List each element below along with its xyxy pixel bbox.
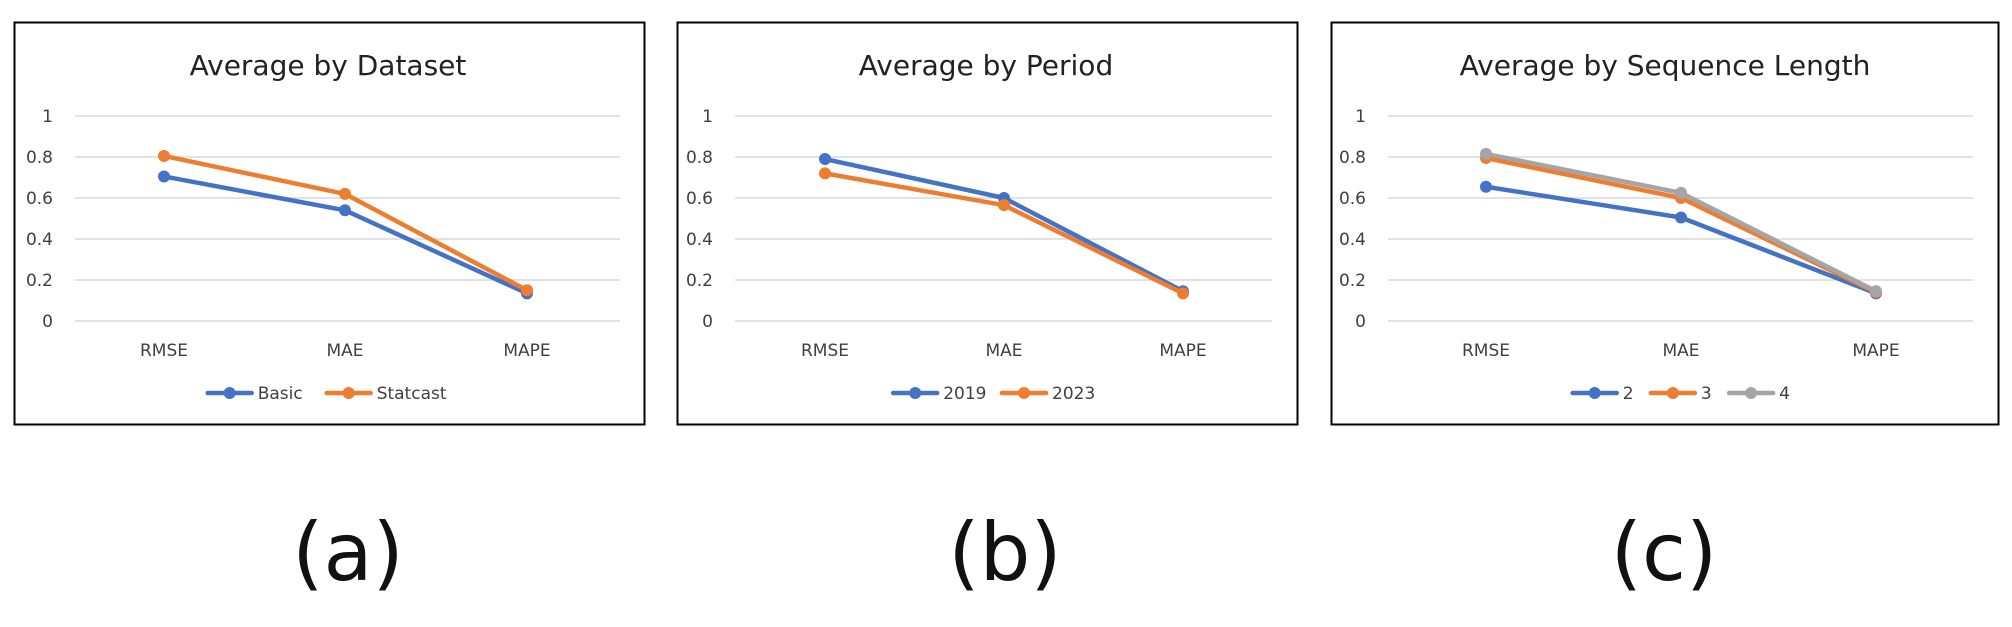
data-point-2023-mae — [998, 199, 1010, 212]
x-tick-label: MAPE — [1159, 341, 1206, 361]
data-point-2023-rmse — [819, 167, 831, 180]
chart-frame — [676, 21, 1299, 426]
legend-item-Basic: Basic — [205, 384, 303, 404]
legend-marker — [1018, 387, 1030, 399]
y-tick-label: 0.6 — [26, 189, 53, 209]
y-tick-label: 0 — [702, 312, 713, 332]
chart-title: Average by Period — [859, 49, 1113, 82]
data-point-2-mae — [1675, 211, 1687, 224]
x-tick-label: MAPE — [503, 341, 550, 361]
chart-panel-3: Average by Sequence Length 0 0.2 0.4 0.6 0.8 1… — [1330, 21, 2000, 426]
legend-marker — [1666, 387, 1679, 399]
y-tick-label: 1 — [1355, 107, 1366, 127]
y-tick-label: 0.4 — [686, 230, 713, 250]
chart-panel-2: Average by Period 0 0.2 0.4 0.6 0.8 1 RMSE MAE MA… — [676, 21, 1299, 426]
y-tick-label: 0 — [1355, 312, 1366, 332]
legend-label: 4 — [1779, 384, 1790, 404]
data-point-Basic-rmse — [158, 170, 170, 183]
y-tick-label: 0.4 — [26, 230, 53, 250]
legend-item-2023: 2023 — [999, 384, 1095, 404]
legend-item-Statcast: Statcast — [324, 384, 447, 404]
y-tick-label: 1 — [702, 107, 713, 127]
chart-title: Average by Dataset — [190, 49, 467, 82]
x-tick-label: RMSE — [140, 341, 188, 361]
y-tick-label: 0.2 — [1339, 271, 1366, 291]
x-tick-label: MAE — [985, 341, 1022, 361]
x-tick-label: RMSE — [1462, 341, 1510, 361]
data-point-2023-mape — [1177, 287, 1189, 300]
y-tick-label: 0.8 — [1339, 148, 1366, 168]
legend-item-2019: 2019 — [890, 384, 986, 404]
y-tick-label: 0.6 — [1339, 189, 1366, 209]
chart-title: Average by Sequence Length — [1460, 49, 1871, 82]
data-point-Basic-mae — [339, 204, 351, 217]
legend-label: 2019 — [943, 384, 986, 404]
data-point-4-rmse — [1480, 147, 1492, 160]
legend-label: Statcast — [377, 384, 447, 404]
legend-item-4: 4 — [1726, 384, 1790, 404]
legend-marker — [909, 387, 922, 399]
y-tick-label: 0.2 — [686, 271, 713, 291]
x-tick-label: MAPE — [1852, 341, 1899, 361]
legend-label: 2 — [1623, 384, 1634, 404]
y-tick-label: 0.8 — [686, 148, 713, 168]
panel-caption: (b) — [948, 506, 1061, 599]
data-point-2-rmse — [1480, 180, 1492, 193]
x-tick-label: MAE — [1662, 341, 1699, 361]
data-point-4-mape — [1870, 285, 1882, 298]
data-point-Statcast-mape — [521, 284, 533, 297]
chart-frame — [13, 21, 646, 426]
panel-caption: (a) — [292, 506, 403, 599]
legend-item-2: 2 — [1570, 384, 1634, 404]
legend-label: 3 — [1701, 384, 1712, 404]
x-tick-label: MAE — [326, 341, 363, 361]
data-point-4-mae — [1675, 186, 1687, 199]
y-tick-label: 0 — [42, 312, 53, 332]
data-point-Statcast-rmse — [158, 149, 170, 162]
legend-label: Basic — [258, 384, 303, 404]
y-tick-label: 1 — [42, 107, 53, 127]
legend-item-3: 3 — [1648, 384, 1712, 404]
y-tick-label: 0.4 — [1339, 230, 1366, 250]
y-tick-label: 0.8 — [26, 148, 53, 168]
legend-marker — [1588, 387, 1601, 399]
legend-marker — [1745, 387, 1758, 399]
data-point-Statcast-mae — [339, 187, 351, 200]
legend-marker — [342, 387, 355, 399]
panel-caption: (c) — [1611, 506, 1717, 599]
chart-panel-1: Average by Dataset 0 0.2 0.4 0.6 0.8 1 RMSE MAE M… — [13, 21, 646, 426]
legend-marker — [223, 387, 236, 399]
chart-frame — [1330, 21, 2000, 426]
y-tick-label: 0.2 — [26, 271, 53, 291]
legend-label: 2023 — [1052, 384, 1095, 404]
y-tick-label: 0.6 — [686, 189, 713, 209]
data-point-2019-rmse — [819, 153, 831, 166]
x-tick-label: RMSE — [801, 341, 849, 361]
